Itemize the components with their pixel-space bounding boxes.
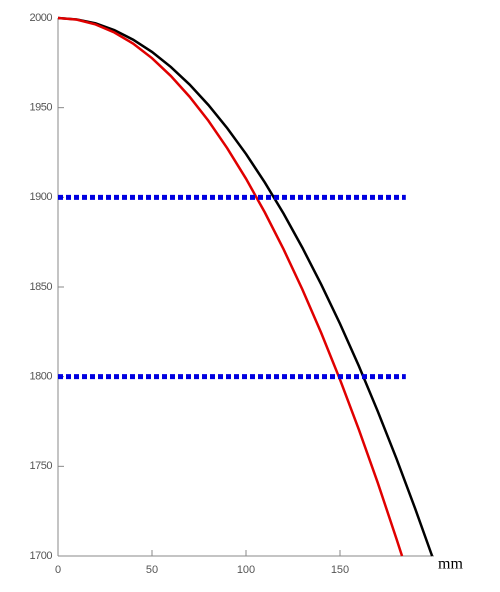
y-tick-label: 1750 [30, 460, 53, 472]
x-axis-label: mm [438, 556, 463, 573]
y-tick-label: 1850 [30, 281, 53, 293]
x-tick-label: 50 [146, 564, 158, 576]
y-tick-label: 1800 [30, 371, 53, 383]
x-tick-label: 100 [237, 564, 255, 576]
y-tick-label: 2000 [30, 12, 53, 24]
series-line [57, 16, 404, 557]
x-tick-label: 0 [55, 564, 61, 576]
y-tick-label: 1950 [30, 102, 53, 114]
y-tick-label: 1900 [30, 191, 53, 203]
y-tick-label: 1700 [30, 550, 53, 562]
x-tick-label: 150 [331, 564, 349, 576]
series-line [57, 16, 434, 557]
